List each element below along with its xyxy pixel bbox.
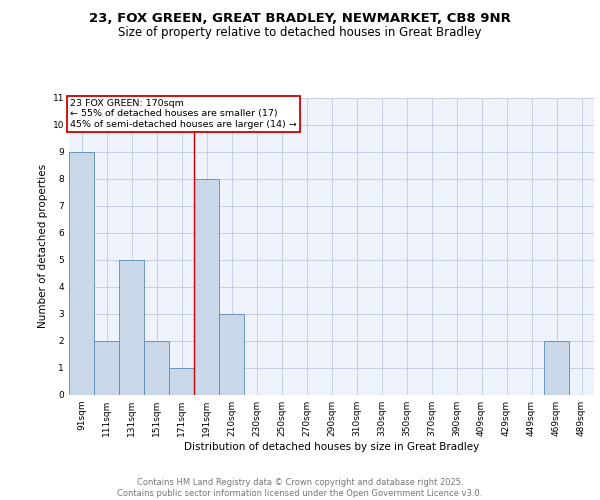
Y-axis label: Number of detached properties: Number of detached properties <box>38 164 49 328</box>
Bar <box>94 341 119 395</box>
Text: Contains HM Land Registry data © Crown copyright and database right 2025.
Contai: Contains HM Land Registry data © Crown c… <box>118 478 482 498</box>
Bar <box>69 152 94 395</box>
Bar <box>144 341 169 395</box>
Bar <box>544 341 569 395</box>
Text: 23 FOX GREEN: 170sqm
← 55% of detached houses are smaller (17)
45% of semi-detac: 23 FOX GREEN: 170sqm ← 55% of detached h… <box>70 99 297 128</box>
Bar <box>169 368 194 395</box>
Text: Size of property relative to detached houses in Great Bradley: Size of property relative to detached ho… <box>118 26 482 39</box>
Text: 23, FOX GREEN, GREAT BRADLEY, NEWMARKET, CB8 9NR: 23, FOX GREEN, GREAT BRADLEY, NEWMARKET,… <box>89 12 511 26</box>
X-axis label: Distribution of detached houses by size in Great Bradley: Distribution of detached houses by size … <box>184 442 479 452</box>
Bar <box>219 314 244 395</box>
Bar <box>119 260 144 395</box>
Bar <box>194 178 219 395</box>
